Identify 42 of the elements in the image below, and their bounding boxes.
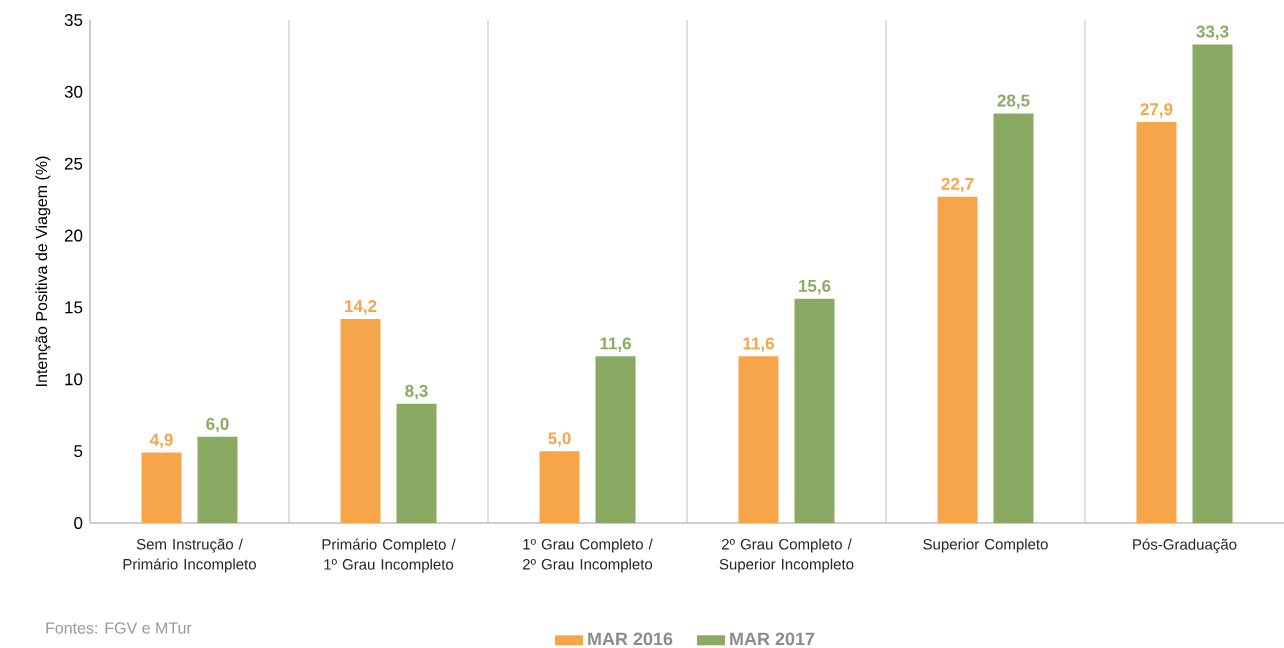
- data-label: 28,5: [997, 94, 1030, 110]
- bar: [595, 356, 636, 523]
- y-tick-label: 0: [74, 516, 83, 530]
- y-tick-label: 15: [65, 301, 83, 314]
- legend-label: MAR 2017: [730, 632, 815, 646]
- data-label: 14,2: [345, 300, 377, 315]
- data-label: 8,3: [405, 384, 428, 400]
- data-label: 15,6: [799, 279, 831, 295]
- bar: [340, 318, 381, 523]
- bar: [1136, 122, 1177, 523]
- data-label: 33,3: [1196, 25, 1229, 41]
- data-label: 5,0: [548, 432, 571, 447]
- data-label: 11,6: [600, 337, 631, 352]
- bar: [1192, 44, 1233, 523]
- bar: [993, 113, 1034, 523]
- text: Fontes: FGV e MTur: [46, 622, 192, 634]
- y-tick-label: 5: [74, 445, 83, 458]
- bar: [539, 451, 580, 523]
- y-tick-label: 10: [65, 373, 83, 386]
- bar: [738, 356, 779, 523]
- x-tick-label: 2º Grau Completo / Superior Incompleto: [719, 538, 854, 573]
- bar: [396, 403, 437, 523]
- y-tick-label: 25: [64, 157, 83, 170]
- data-label: 4,9: [149, 433, 173, 449]
- data-label: 27,9: [1140, 103, 1173, 118]
- x-tick-label: Primário Completo / 1º Grau Incompleto: [322, 538, 456, 573]
- legend-label: MAR 2016: [588, 632, 673, 646]
- data-label: 6,0: [206, 417, 229, 433]
- x-tick-label: Sem Instrução / Primário Incompleto: [123, 538, 256, 573]
- data-label: 11,6: [743, 337, 774, 352]
- x-tick-label: Pós-Graduação: [1133, 538, 1237, 553]
- x-tick-label: Superior Completo: [923, 538, 1048, 553]
- y-tick-label: 20: [64, 229, 83, 242]
- data-label: 22,7: [941, 177, 974, 193]
- x-tick-label: 1º Grau Completo / 2º Grau Incompleto: [522, 538, 653, 573]
- y-tick-label: 35: [64, 13, 83, 27]
- bar: [937, 196, 978, 523]
- y-tick-label: 30: [64, 85, 83, 98]
- bar: [141, 452, 182, 523]
- bar: [794, 298, 835, 523]
- y-axis-title: Intenção Positiva de Viagem (%): [35, 156, 51, 386]
- bar: [197, 436, 238, 523]
